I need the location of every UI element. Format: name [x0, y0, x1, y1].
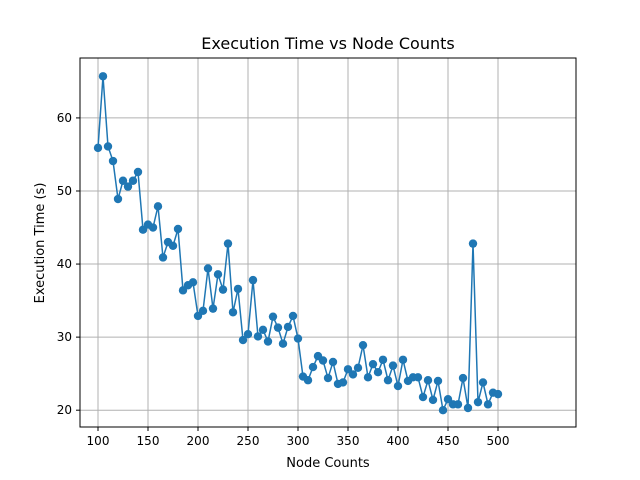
x-tick-label: 400 [387, 434, 410, 448]
data-point [263, 337, 273, 346]
data-point [358, 340, 368, 350]
data-point [388, 361, 398, 370]
data-point [368, 359, 378, 369]
data-point [198, 306, 208, 316]
data-point [218, 285, 228, 294]
x-axis-label: Node Counts [286, 456, 370, 471]
data-point [248, 275, 258, 285]
data-point [463, 403, 473, 413]
data-point [288, 311, 298, 321]
data-point [243, 330, 253, 339]
data-point [278, 339, 288, 348]
data-point [308, 362, 318, 372]
data-point [103, 142, 113, 151]
y-tick-label: 40 [57, 257, 72, 271]
chart-title: Execution Time vs Node Counts [201, 34, 454, 53]
data-point [458, 373, 468, 383]
x-tick-label: 350 [337, 434, 360, 448]
data-point [393, 381, 403, 391]
data-point [318, 356, 328, 365]
data-point [168, 241, 178, 250]
data-point [188, 278, 198, 287]
data-point [468, 239, 478, 248]
data-point [428, 395, 438, 405]
x-tick-label: 150 [137, 434, 160, 448]
data-point [383, 376, 393, 385]
data-point [293, 334, 303, 343]
data-point [283, 322, 293, 332]
data-point [268, 312, 278, 321]
data-point [113, 194, 123, 204]
x-tick-label: 300 [287, 434, 310, 448]
x-tick-label: 500 [487, 434, 510, 448]
data-point [353, 363, 363, 373]
data-point [493, 389, 503, 399]
data-point [93, 143, 103, 153]
data-point [338, 378, 348, 387]
series-group [93, 72, 503, 415]
grid [80, 58, 576, 427]
data-point [118, 176, 128, 185]
data-point [328, 357, 338, 367]
data-point [213, 270, 223, 279]
data-point [433, 376, 443, 386]
data-point [148, 223, 158, 232]
data-point [423, 376, 433, 385]
data-point [413, 373, 423, 382]
data-point [203, 264, 213, 273]
data-point [303, 376, 313, 385]
plot-frame [79, 57, 577, 428]
data-point [133, 167, 143, 177]
x-tick-label: 200 [187, 434, 210, 448]
x-tick-label: 100 [87, 434, 110, 448]
data-point [128, 176, 138, 185]
y-tick-label: 60 [57, 111, 72, 125]
data-point [98, 72, 108, 81]
data-point [208, 304, 218, 313]
data-point [348, 370, 358, 379]
data-point [173, 224, 183, 234]
data-point [453, 400, 463, 409]
data-point [223, 239, 233, 248]
y-tick-label: 30 [57, 330, 72, 344]
data-point [108, 156, 118, 166]
data-point [363, 373, 373, 382]
x-tick-label: 250 [237, 434, 260, 448]
y-tick-label: 50 [57, 184, 72, 198]
data-point [158, 253, 168, 262]
data-point [258, 325, 268, 335]
data-point [273, 323, 283, 332]
data-point [398, 355, 408, 364]
data-point [473, 397, 483, 407]
data-point [233, 284, 243, 294]
data-point [123, 182, 133, 191]
x-axis-ticks: 100 150 200 250 300 350 400 450 500 [87, 427, 510, 448]
data-point [438, 405, 448, 415]
data-point [153, 202, 163, 211]
data-point [238, 335, 248, 345]
data-point [228, 308, 238, 317]
y-tick-label: 20 [57, 403, 72, 417]
data-point [378, 355, 388, 364]
x-tick-label: 450 [437, 434, 460, 448]
data-point [323, 373, 333, 383]
data-point [373, 367, 383, 377]
y-axis-label: Execution Time (s) [33, 183, 48, 304]
data-point [478, 378, 488, 387]
y-axis-ticks: 20 30 40 50 60 [57, 111, 80, 417]
data-point [253, 332, 263, 341]
data-point [418, 392, 428, 402]
data-point [483, 400, 493, 409]
